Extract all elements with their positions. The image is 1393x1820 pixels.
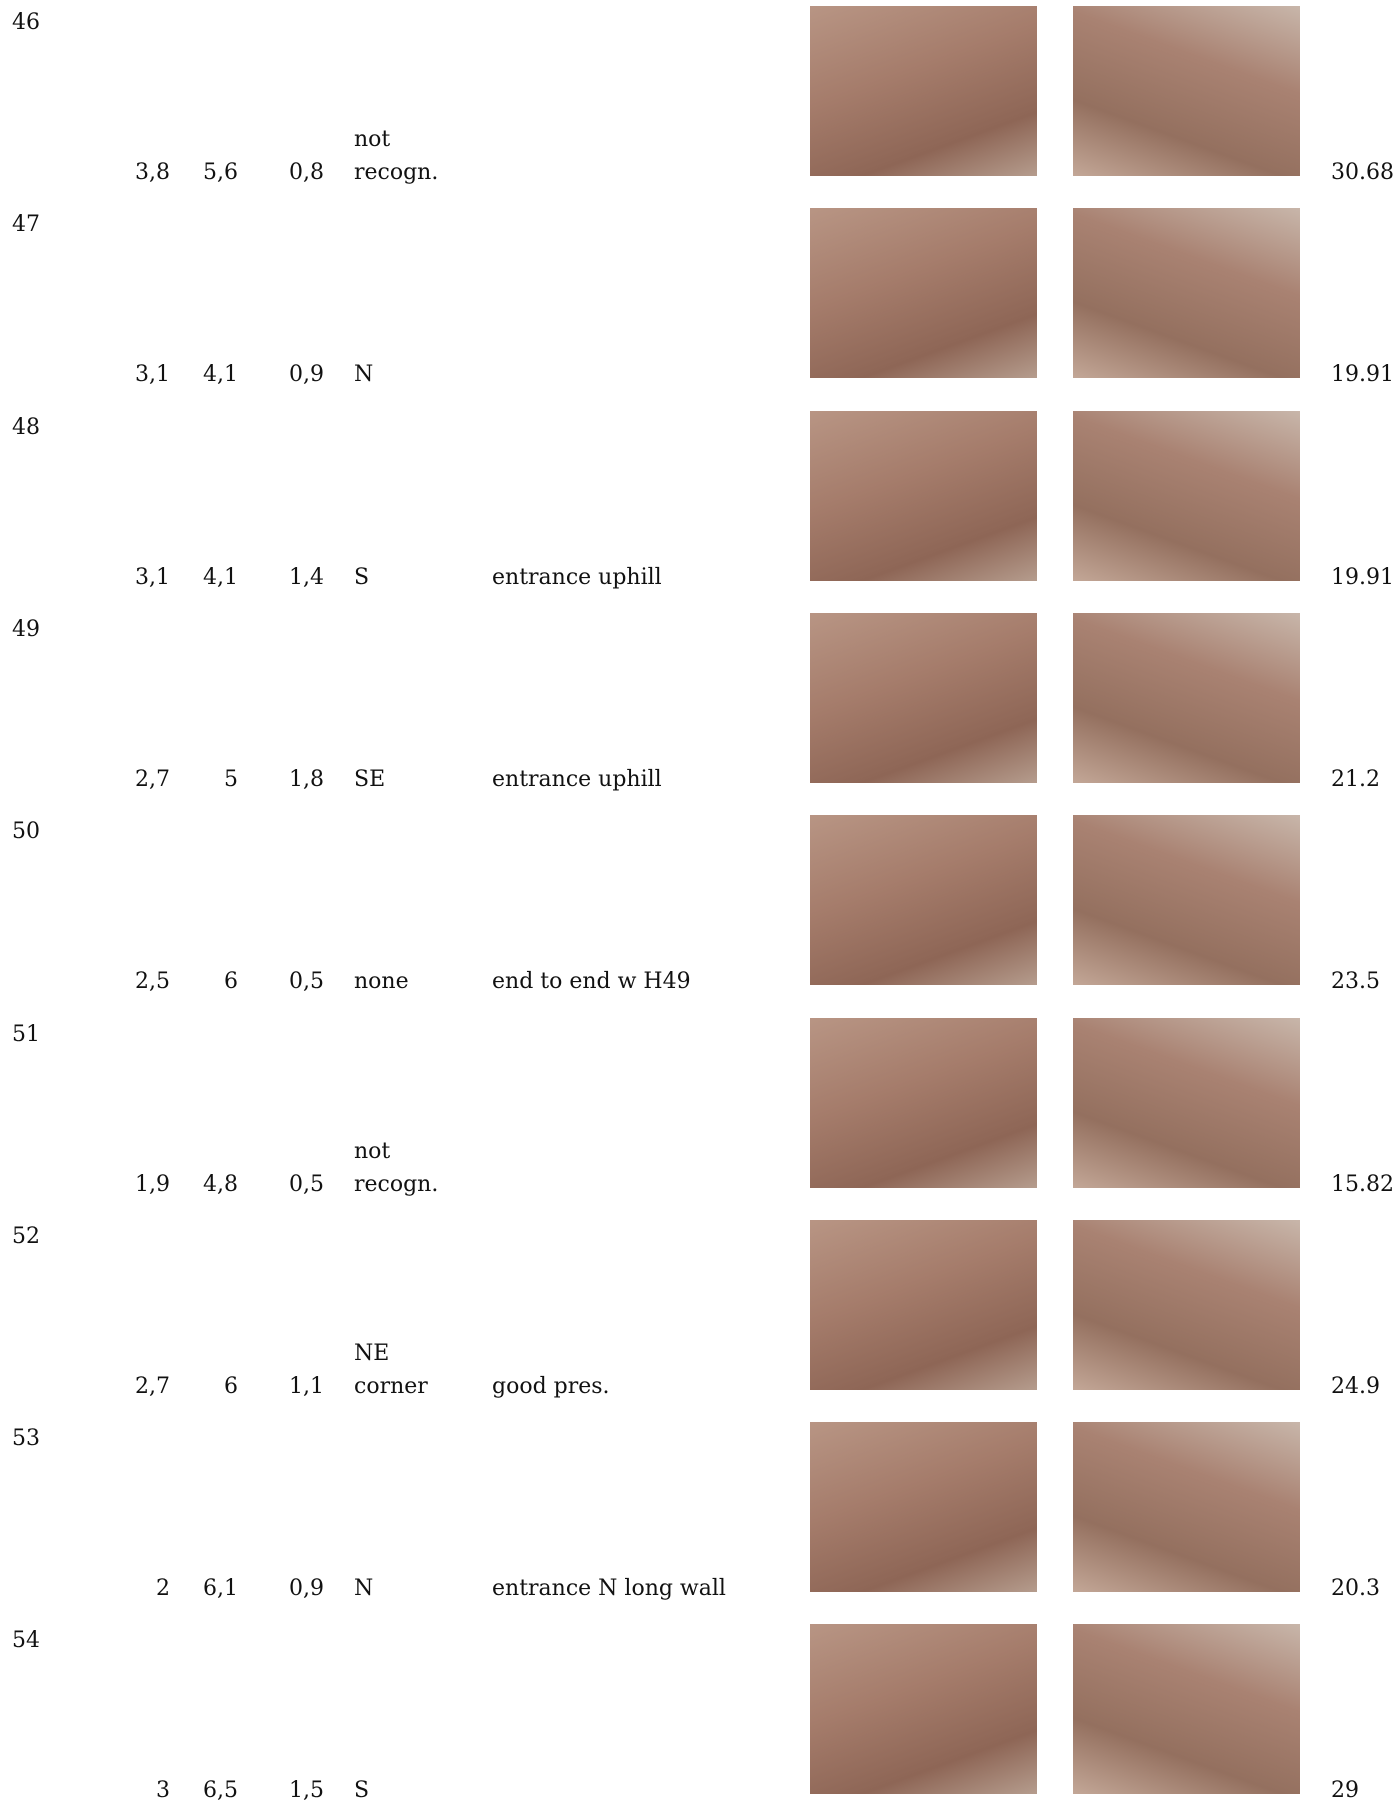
row-id: 49 (12, 616, 40, 642)
height: 0,9 (289, 1576, 324, 1602)
length: 6,1 (203, 1576, 238, 1602)
height: 0,9 (289, 362, 324, 388)
width: 2,7 (135, 766, 170, 792)
photo (810, 1624, 1037, 1795)
length: 4,1 (203, 362, 238, 388)
height: 1,5 (289, 1778, 324, 1804)
value: 23.5 (1331, 969, 1380, 995)
entrance: N (354, 362, 374, 388)
photo (810, 6, 1037, 176)
entrance: SE (354, 766, 386, 792)
row-id: 52 (12, 1223, 40, 1249)
value: 29 (1331, 1778, 1359, 1804)
entrance: N (354, 1576, 374, 1602)
table-row: 52 2,7 6 1,1 NE corner good pres. 24.9 (0, 1214, 1393, 1416)
height: 1,4 (289, 564, 324, 590)
photo (1073, 6, 1300, 176)
table-row: 54 3 6,5 1,5 S 29 (0, 1618, 1393, 1820)
photo (1073, 1219, 1300, 1390)
photo (810, 612, 1037, 783)
value: 30.68 (1331, 160, 1393, 185)
height: 0,8 (289, 160, 324, 185)
value: 24.9 (1331, 1373, 1380, 1399)
row-id: 53 (12, 1426, 40, 1452)
table-row: 51 1,9 4,8 0,5 not recogn. 15.82 (0, 1012, 1393, 1214)
photo (1073, 1422, 1300, 1593)
length: 5 (224, 766, 238, 792)
table-row: 47 3,1 4,1 0,9 N 19.91 (0, 202, 1393, 404)
entrance: S (354, 1778, 370, 1804)
photo (1073, 410, 1300, 581)
width: 3 (156, 1778, 170, 1804)
entrance: S (354, 564, 370, 590)
photo (810, 1422, 1037, 1593)
table-row: 49 2,7 5 1,8 SE entrance uphill 21.2 (0, 607, 1393, 809)
entrance: NE corner (354, 1340, 428, 1399)
width: 3,1 (135, 362, 170, 388)
photo (810, 410, 1037, 581)
length: 6 (224, 1373, 238, 1399)
value: 20.3 (1331, 1576, 1380, 1602)
height: 0,5 (289, 969, 324, 995)
length: 5,6 (203, 160, 238, 185)
notes: good pres. (492, 1373, 610, 1399)
length: 6,5 (203, 1778, 238, 1804)
photo (810, 1017, 1037, 1188)
width: 2 (156, 1576, 170, 1602)
height: 0,5 (289, 1171, 324, 1197)
entrance: not recogn. (354, 127, 439, 185)
width: 2,5 (135, 969, 170, 995)
row-id: 48 (12, 414, 40, 440)
row-id: 50 (12, 819, 40, 845)
row-id: 46 (12, 10, 40, 35)
notes: entrance N long wall (492, 1576, 726, 1602)
height: 1,8 (289, 766, 324, 792)
table-row: 46 3,8 5,6 0,8 not recogn. 30.68 (0, 0, 1393, 202)
row-id: 51 (12, 1021, 40, 1047)
width: 3,8 (135, 160, 170, 185)
width: 1,9 (135, 1171, 170, 1197)
notes: entrance uphill (492, 766, 662, 792)
entrance: none (354, 969, 409, 995)
row-id: 54 (12, 1628, 40, 1654)
photo (1073, 1017, 1300, 1188)
width: 2,7 (135, 1373, 170, 1399)
photo (1073, 815, 1300, 986)
photo (1073, 1624, 1300, 1795)
length: 4,8 (203, 1171, 238, 1197)
length: 6 (224, 969, 238, 995)
value: 19.91 (1331, 362, 1393, 388)
value: 19.91 (1331, 564, 1393, 590)
row-id: 47 (12, 212, 40, 238)
photo (1073, 612, 1300, 783)
height: 1,1 (289, 1373, 324, 1399)
width: 3,1 (135, 564, 170, 590)
photo (1073, 208, 1300, 379)
notes: entrance uphill (492, 564, 662, 590)
photo (810, 208, 1037, 379)
photo (810, 815, 1037, 986)
value: 15.82 (1331, 1171, 1393, 1197)
table-row: 50 2,5 6 0,5 none end to end w H49 23.5 (0, 809, 1393, 1011)
length: 4,1 (203, 564, 238, 590)
value: 21.2 (1331, 766, 1380, 792)
entrance: not recogn. (354, 1138, 439, 1197)
photo (810, 1219, 1037, 1390)
notes: end to end w H49 (492, 969, 691, 995)
